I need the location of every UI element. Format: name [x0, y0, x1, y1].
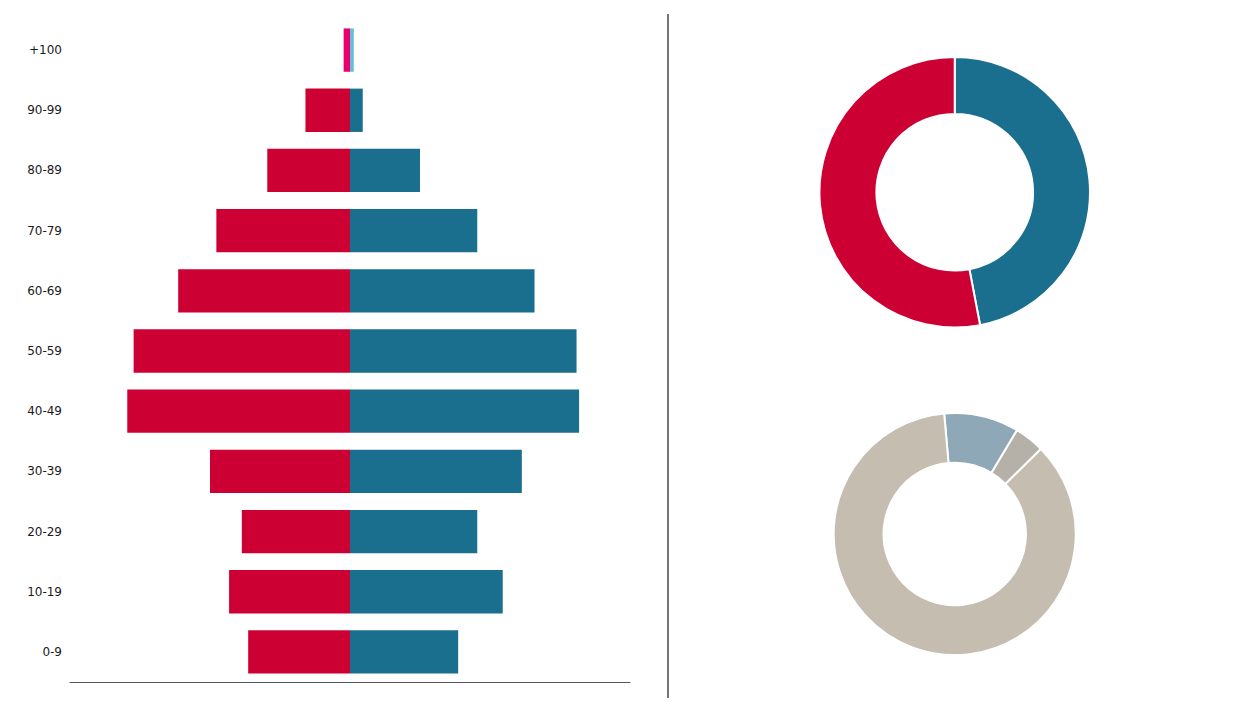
svg-text:90-99: 90-99 — [27, 103, 62, 117]
svg-text:60-69: 60-69 — [27, 284, 62, 298]
svg-text:0-9: 0-9 — [42, 645, 62, 659]
svg-text:80-89: 80-89 — [27, 163, 62, 177]
svg-text:20-29: 20-29 — [27, 525, 62, 539]
svg-text:70-79: 70-79 — [27, 224, 62, 238]
svg-text:+100: +100 — [29, 43, 62, 57]
svg-text:30-39: 30-39 — [27, 464, 62, 478]
svg-text:10-19: 10-19 — [27, 585, 62, 599]
svg-text:40-49: 40-49 — [27, 404, 62, 418]
svg-text:50-59: 50-59 — [27, 344, 62, 358]
